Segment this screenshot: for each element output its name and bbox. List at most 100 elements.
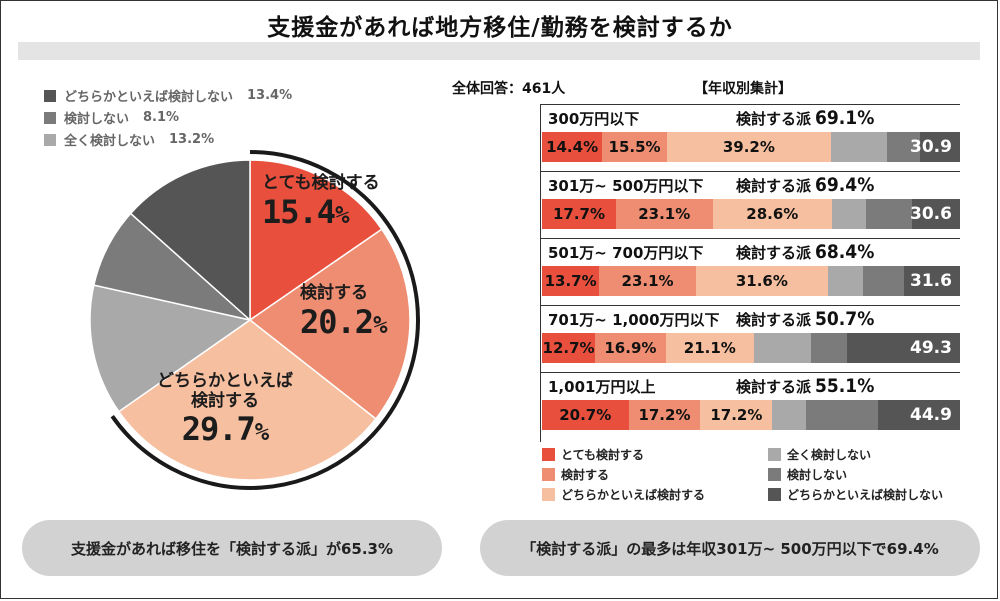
legend-label: 検討しない	[787, 468, 848, 482]
pie-label-somewhat-positive: どちらかといえば 検討する 29.7%	[135, 371, 315, 449]
legend-swatch	[768, 448, 781, 461]
pie-legend-item-not-at-all: 全く検討しない 13.2%	[44, 130, 214, 149]
bar-segment-somewhat-positive: 28.6%	[712, 199, 833, 229]
summary-right: 「検討する派」の最多は年収301万~ 500万円以下で69.4%	[480, 520, 980, 576]
bar-segment-not-at-all	[827, 266, 864, 296]
legend-value: 8.1%	[143, 110, 180, 125]
row-kentou-label: 検討する派	[736, 177, 812, 195]
legend-label: 全く検討しない	[64, 134, 156, 149]
bar-value-label: 23.1%	[621, 272, 674, 290]
pie-chart	[89, 150, 420, 490]
bar-value-label: 23.1%	[638, 205, 691, 223]
bar-segment-somewhat-positive: 39.2%	[666, 132, 831, 162]
legend-label: 検討する	[561, 468, 610, 482]
legend-swatch	[542, 468, 555, 481]
bar-segment-very-positive: 12.7%	[542, 333, 596, 363]
bar-segment-not	[865, 199, 913, 229]
bar-segment-very-positive: 14.4%	[542, 132, 603, 162]
bar-segment-not-at-all	[772, 400, 806, 430]
bar-segment-somewhat-positive: 31.6%	[695, 266, 828, 296]
legend-swatch	[44, 111, 56, 124]
legend-label: どちらかといえば検討する	[561, 488, 706, 502]
bar-segment-not	[805, 400, 878, 430]
bar-segment-not-at-all	[832, 199, 866, 229]
legend-swatch	[44, 89, 56, 102]
bar-segment-somewhat-not: 30.9	[910, 132, 960, 162]
row-kentou-label: 検討する派	[736, 110, 812, 128]
row-bracket	[540, 372, 960, 442]
bar-segment-somewhat-not: 30.6	[910, 199, 960, 229]
legend-swatch	[768, 468, 781, 481]
bar-value-label: 17.7%	[552, 205, 606, 223]
bar-legend-somewhat-positive: どちらかといえば検討する	[542, 486, 705, 503]
row-bracket	[540, 104, 960, 174]
legend-label: どちらかといえば検討しない	[787, 488, 944, 502]
stacked-bar: 20.7% 17.2% 17.2% 44.9	[542, 400, 960, 430]
bar-legend-somewhat-not: どちらかといえば検討しない	[768, 486, 943, 503]
row-category: 1,001万円以上	[548, 378, 656, 396]
pie-label-text: とても検討する	[262, 173, 380, 193]
pie-label-value: 15.4	[262, 192, 336, 231]
row-category: 300万円以下	[548, 110, 640, 128]
legend-value: 13.4%	[247, 88, 293, 103]
bar-value-label: 17.2%	[638, 406, 691, 424]
by-income-label: 【年収別集計】	[694, 81, 792, 97]
pie-label-positive: 検討する 20.2%	[300, 283, 410, 340]
bar-segment-not	[863, 266, 904, 296]
pie-slice-positive	[248, 228, 411, 420]
bar-value-label: 30.9	[910, 137, 952, 157]
bar-segment-somewhat-not: 44.9	[877, 400, 960, 430]
row-bracket	[540, 238, 960, 308]
bar-value-label: 14.4%	[546, 138, 599, 156]
bar-value-label: 31.6%	[735, 272, 788, 290]
bar-segment-somewhat-positive: 17.2%	[700, 400, 773, 430]
bar-segment-not-at-all	[753, 333, 812, 363]
bar-legend-not: 検討しない	[768, 466, 847, 483]
row-kentou: 検討する派 68.4%	[736, 241, 874, 263]
bar-segment-positive: 23.1%	[615, 199, 713, 229]
bar-segment-somewhat-not: 31.6	[903, 266, 960, 296]
pie-label-text: 検討する	[300, 283, 368, 303]
bar-value-label: 30.6	[910, 204, 952, 224]
stacked-bar: 17.7% 23.1% 28.6% 30.6	[542, 199, 960, 229]
bar-segment-not	[886, 132, 921, 162]
row-kentou: 検討する派 69.1%	[736, 107, 874, 129]
row-kentou-label: 検討する派	[736, 378, 812, 396]
bar-value-label: 13.7%	[544, 272, 597, 290]
pie-label-pct: %	[254, 418, 269, 447]
legend-label: どちらかといえば検討しない	[64, 90, 234, 105]
row-category: 501万~ 700万円以下	[548, 244, 704, 262]
bar-value-label: 12.7%	[542, 339, 595, 357]
row-kentou-value: 69.4%	[815, 174, 875, 196]
bar-segment-very-positive: 20.7%	[542, 400, 629, 430]
row-category: 301万~ 500万円以下	[548, 177, 704, 195]
pie-label-value: 29.7	[181, 410, 256, 449]
bar-value-label: 31.6	[909, 271, 952, 291]
pie-legend-item-somewhat-not: どちらかといえば検討しない 13.4%	[44, 86, 292, 105]
bar-segment-not	[811, 333, 848, 363]
stacked-bar: 13.7% 23.1% 31.6% 31.6	[542, 266, 960, 296]
bar-value-label: 21.1%	[683, 339, 736, 357]
bar-value-label: 17.2%	[710, 406, 763, 424]
legend-swatch	[44, 133, 56, 146]
pie-slice-somewhat-not	[129, 159, 251, 322]
row-kentou-value: 50.7%	[815, 308, 875, 330]
legend-value: 13.2%	[169, 132, 215, 147]
bar-value-label: 20.7%	[559, 406, 612, 424]
bar-segment-positive: 17.2%	[628, 400, 701, 430]
row-kentou: 検討する派 69.4%	[736, 174, 874, 196]
chart-title: 支援金があれば地方移住/勤務を検討するか	[267, 15, 733, 41]
stacked-bar: 14.4% 15.5% 39.2% 30.9	[542, 132, 960, 162]
row-kentou: 検討する派 55.1%	[736, 375, 874, 397]
pie-label-pct: %	[373, 310, 387, 339]
pie-label-very-positive: とても検討する 15.4%	[262, 173, 412, 231]
row-kentou: 検討する派 50.7%	[736, 308, 874, 330]
legend-label: 全く検討しない	[787, 448, 872, 462]
title-underline-bar	[18, 42, 980, 60]
pie-label-text: どちらかといえば	[157, 371, 293, 391]
bar-value-label: 49.3	[910, 338, 952, 358]
legend-label: 検討しない	[64, 112, 130, 127]
row-kentou-value: 55.1%	[815, 375, 875, 397]
bar-segment-positive: 15.5%	[602, 132, 667, 162]
bar-value-label: 44.9	[910, 405, 952, 425]
